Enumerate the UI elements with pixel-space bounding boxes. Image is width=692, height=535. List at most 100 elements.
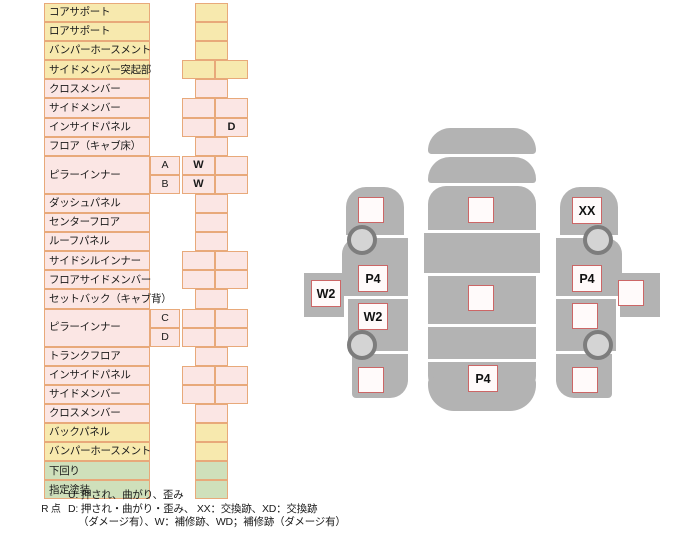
legend: - U: 押され、曲がり、歪み R 点 D: 押され・曲がり・歪み、 XX：交換… <box>34 489 346 530</box>
damage-marker-cell <box>182 117 215 137</box>
table-row: 下回り <box>44 461 249 481</box>
table-row: クロスメンバー <box>44 79 249 99</box>
damage-marker-cell <box>182 365 215 385</box>
table-row: コアサポート <box>44 3 249 23</box>
damage-marker-cell <box>215 60 248 80</box>
part-name-cell: フロアサイドメンバー <box>44 270 151 290</box>
table-row: サイドメンバー突起部 <box>44 60 249 80</box>
damage-marker-cell <box>182 251 215 271</box>
part-sublabel-cell: A <box>150 155 180 175</box>
marker-right-pillar-upper[interactable]: P4 <box>572 265 602 292</box>
rear-left-wheel <box>347 330 377 360</box>
damage-marker-cell: W <box>182 155 215 175</box>
damage-marker-cell <box>195 79 228 99</box>
damage-marker-cell <box>195 193 228 214</box>
part-sublabel-cell: C <box>150 308 180 328</box>
part-name-cell: センターフロア <box>44 213 150 233</box>
damage-marker-cell <box>182 308 215 328</box>
damage-marker-cell <box>195 232 228 252</box>
damage-marker-cell <box>182 60 215 80</box>
damage-marker-cell: D <box>215 117 248 137</box>
part-name-cell: ピラーインナー <box>44 308 150 347</box>
marker-front-right-corner[interactable]: XX <box>572 197 602 224</box>
table-row: サイドメンバー <box>44 98 249 118</box>
legend-key-dash: - <box>49 490 53 501</box>
part-name-cell: インサイドパネル <box>44 365 150 385</box>
part-name-cell: バンパーホースメント <box>44 41 151 61</box>
damage-marker-cell <box>215 327 248 347</box>
damage-marker-cell <box>195 3 228 23</box>
damage-marker-cell <box>195 423 228 443</box>
marker-left-pillar-upper[interactable]: P4 <box>358 265 388 292</box>
part-name-cell: セットバック（キャブ背） <box>44 289 172 309</box>
table-row: 指定塗装 <box>44 480 249 500</box>
damage-marker-cell <box>182 270 215 290</box>
damage-marker-cell <box>195 213 228 233</box>
legend-row-2: R 点 D: 押され・曲がり・歪み、 XX：交換跡、XD：交換跡 <box>34 503 346 517</box>
damage-marker-cell <box>195 22 228 42</box>
table-row: ダッシュパネル <box>44 193 249 214</box>
table-row: バックパネル <box>44 423 249 443</box>
legend-row-1: - U: 押され、曲がり、歪み <box>34 489 346 503</box>
part-name-cell: ダッシュパネル <box>44 193 150 214</box>
damage-marker-cell <box>182 98 215 118</box>
damage-marker-cell <box>215 155 248 175</box>
part-name-cell: フロア（キャブ床） <box>44 136 150 156</box>
part-sublabel-cell: B <box>150 174 180 194</box>
part-name-cell: サイドシルインナー <box>44 251 150 271</box>
part-name-cell: サイドメンバー <box>44 98 150 118</box>
part-name-cell: サイドメンバー <box>44 384 150 404</box>
panel-roof-front <box>424 233 540 273</box>
panel-hood-front <box>428 128 536 154</box>
parts-damage-table: コアサポート ロアサポート バンパーホースメント サイドメンバー突起部 クロスメンバーサ… <box>44 3 249 500</box>
marker-rear-center[interactable]: P4 <box>468 365 498 392</box>
part-name-cell: ロアサポート <box>44 22 150 42</box>
part-name-cell: クロスメンバー <box>44 403 150 424</box>
part-name-cell: 下回り <box>44 461 150 481</box>
table-row: バンパーホースメント <box>44 41 249 61</box>
damage-marker-cell <box>215 365 248 385</box>
table-row: インサイドパネル <box>44 365 249 385</box>
damage-marker-cell <box>195 480 228 500</box>
damage-marker-cell <box>195 403 228 424</box>
marker-right-pillar-lower[interactable] <box>572 303 598 329</box>
part-name-cell: コアサポート <box>44 3 150 23</box>
damage-marker-cell: W <box>182 174 215 194</box>
damage-marker-cell <box>182 384 215 404</box>
table-row: バンパーホースメント <box>44 442 249 462</box>
table-row: クロスメンバー <box>44 403 249 424</box>
marker-front-center[interactable] <box>468 197 494 223</box>
table-row: フロアサイドメンバー <box>44 270 249 290</box>
part-sublabel-cell: D <box>150 327 180 347</box>
marker-front-left-corner[interactable] <box>358 197 384 223</box>
table-row: トランクフロア <box>44 346 249 366</box>
marker-rear-left-corner[interactable] <box>358 367 384 393</box>
marker-right-outer-side[interactable] <box>618 280 644 306</box>
part-name-cell: クロスメンバー <box>44 79 150 99</box>
legend-row-2-cont: （ダメージ有）、W：補修跡、WD；補修跡（ダメージ有） <box>78 516 346 528</box>
part-name-cell: サイドメンバー突起部 <box>44 60 151 80</box>
legend-text-d: D: 押され・曲がり・歪み、 XX：交換跡、XD：交換跡 <box>68 502 318 515</box>
front-left-wheel <box>347 225 377 255</box>
part-name-cell: 指定塗装 <box>44 480 150 500</box>
marker-left-outer-side[interactable]: W2 <box>311 280 341 307</box>
rear-right-wheel <box>583 330 613 360</box>
damage-marker-cell <box>182 327 215 347</box>
table-row: センターフロア <box>44 213 249 233</box>
marker-mid-center[interactable] <box>468 285 494 311</box>
table-row: D <box>44 327 249 347</box>
marker-left-pillar-lower[interactable]: W2 <box>358 303 388 330</box>
damage-marker-cell <box>195 136 228 156</box>
damage-marker-cell <box>215 251 248 271</box>
table-row: ピラーインナー C <box>44 308 249 347</box>
table-row: サイドメンバー <box>44 384 249 404</box>
legend-text-u: U: 押され、曲がり、歪み <box>68 489 184 501</box>
marker-rear-right-corner[interactable] <box>572 367 598 393</box>
damage-marker-cell <box>215 174 248 194</box>
table-row: セットバック（キャブ背） <box>44 289 249 309</box>
part-name-cell: バックパネル <box>44 423 150 443</box>
part-name-cell: インサイドパネル <box>44 117 150 137</box>
damage-marker-cell <box>215 270 248 290</box>
table-row: インサイドパネル D <box>44 117 249 137</box>
